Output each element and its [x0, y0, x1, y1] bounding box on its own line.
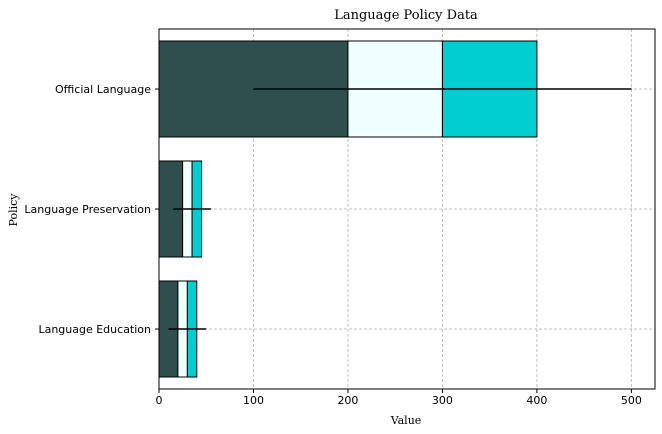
x-tick-label-5: 500	[621, 394, 642, 407]
x-tick-label-3: 300	[432, 394, 453, 407]
x-tick-label-0: 0	[156, 394, 163, 407]
y-tick-label-2: Language Education	[38, 323, 151, 336]
x-axis-ticks: 0 100 200 300 400 500	[156, 389, 642, 407]
x-tick-label-2: 200	[337, 394, 358, 407]
error-bars-group	[168, 88, 632, 330]
y-axis-label: Policy	[7, 193, 20, 227]
y-tick-label-1: Language Preservation	[24, 203, 151, 216]
x-tick-label-1: 100	[243, 394, 264, 407]
y-axis-ticks: Official Language Language Preservation La…	[24, 83, 159, 336]
y-tick-label-0: Official Language	[55, 83, 151, 96]
chart-title: Language Policy Data	[334, 8, 478, 23]
x-axis-label: Value	[390, 414, 422, 427]
x-tick-label-4: 400	[526, 394, 547, 407]
